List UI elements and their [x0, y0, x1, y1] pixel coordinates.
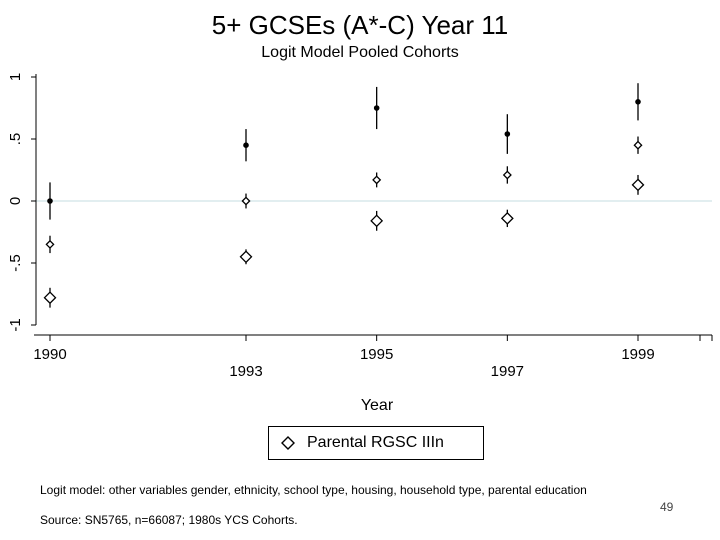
data-point [502, 170, 512, 180]
model-note: Logit model: other variables gender, eth… [40, 483, 587, 497]
y-tick-label: .5 [7, 133, 24, 146]
y-tick-label: 1 [7, 73, 24, 81]
chart-legend: Parental RGSC IIIn [268, 426, 484, 460]
series-2 [43, 174, 645, 308]
chart-axes: -1 -.5 0 .5 1 1990 1993 1995 1997 1999 Year [7, 73, 713, 414]
data-point [43, 291, 57, 305]
y-tick-label: -.5 [7, 254, 24, 272]
y-tick-label: 0 [7, 197, 24, 205]
y-tick-label: -1 [7, 318, 24, 331]
data-point [635, 99, 641, 105]
chart-subtitle: Logit Model Pooled Cohorts [261, 44, 459, 61]
data-point [370, 214, 384, 228]
x-tick-label: 1997 [491, 363, 524, 380]
x-tick-label: 1993 [229, 363, 262, 380]
data-point [373, 105, 380, 111]
data-point [372, 175, 382, 185]
x-tick-label: 1995 [360, 346, 393, 363]
data-point [45, 239, 55, 249]
data-point [504, 131, 511, 137]
legend-label: Parental RGSC IIIn [307, 434, 444, 451]
data-point [241, 196, 251, 206]
data-point [633, 140, 643, 150]
data-point [47, 198, 53, 204]
chart-title: 5+ GCSEs (A*-C) Year 11 [211, 10, 509, 40]
series-1 [45, 136, 643, 254]
chart-marks [43, 83, 645, 308]
legend-diamond-icon [281, 436, 295, 450]
x-tick-label: 1990 [33, 346, 66, 363]
data-point [500, 211, 514, 225]
data-point [239, 250, 253, 264]
x-tick-label: 1999 [621, 346, 654, 363]
source-note: Source: SN5765, n=66087; 1980s YCS Cohor… [40, 513, 298, 527]
x-axis-label: Year [361, 397, 394, 414]
series-0 [47, 83, 641, 220]
page-number: 49 [660, 500, 674, 514]
data-point [631, 178, 645, 192]
plot-region [36, 74, 712, 325]
data-point [243, 142, 249, 148]
